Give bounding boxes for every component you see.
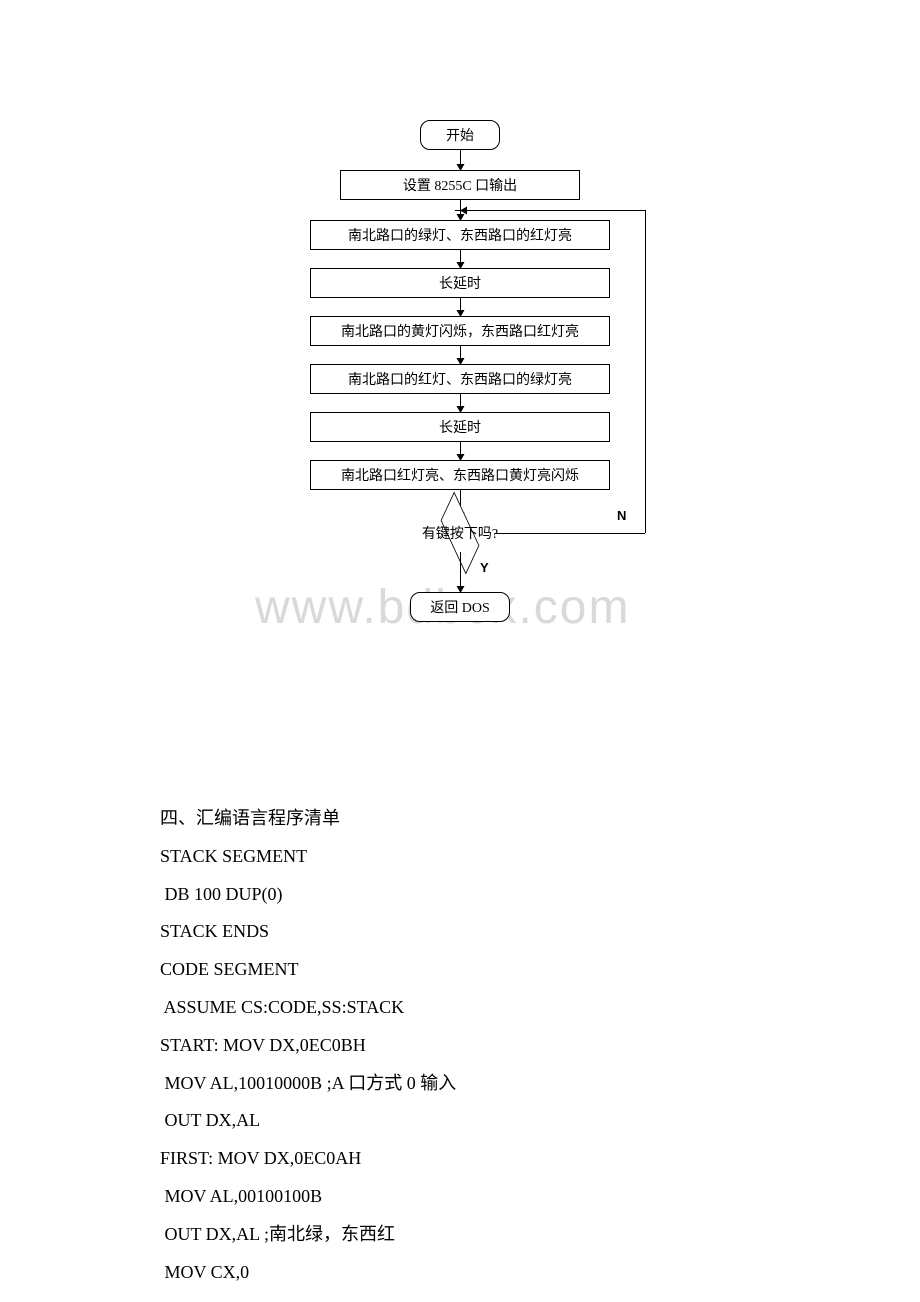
flowchart-container: 开始 设置 8255C 口输出 南北路口的绿灯、东西路口的红灯亮 长延时 南北路… — [0, 100, 920, 750]
code-line: STACK SEGMENT — [160, 838, 800, 876]
code-line: ASSUME CS:CODE,SS:STACK — [160, 989, 800, 1027]
flow-step-2-label: 南北路口的绿灯、东西路口的红灯亮 — [348, 225, 572, 245]
label-y: Y — [480, 560, 489, 575]
code-listing: 四、汇编语言程序清单 STACK SEGMENT DB 100 DUP(0) S… — [160, 800, 800, 1291]
code-line: CODE SEGMENT — [160, 951, 800, 989]
flow-step-6-label: 长延时 — [439, 417, 481, 437]
code-line: OUT DX,AL ;南北绿，东西红 — [160, 1216, 800, 1254]
flow-step-3: 长延时 — [310, 268, 610, 298]
connector — [460, 210, 645, 211]
code-line: DB 100 DUP(0) — [160, 876, 800, 914]
flow-end-label: 返回 DOS — [430, 597, 490, 617]
flow-step-7-label: 南北路口红灯亮、东西路口黄灯亮闪烁 — [341, 465, 579, 485]
code-line: MOV CX,0 — [160, 1254, 800, 1292]
flow-step-1: 设置 8255C 口输出 — [340, 170, 580, 200]
label-n: N — [617, 508, 626, 523]
flow-start: 开始 — [420, 120, 500, 150]
flow-step-1-label: 设置 8255C 口输出 — [403, 175, 517, 195]
flow-step-6: 长延时 — [310, 412, 610, 442]
flow-decision-label: 有键按下吗? — [422, 523, 498, 543]
code-line: OUT DX,AL — [160, 1102, 800, 1140]
code-line: STACK ENDS — [160, 913, 800, 951]
code-line: FIRST: MOV DX,0EC0AH — [160, 1140, 800, 1178]
flow-step-5: 南北路口的红灯、东西路口的绿灯亮 — [310, 364, 610, 394]
code-line: MOV AL,10010000B ;A 口方式 0 输入 — [160, 1065, 800, 1103]
flow-step-2: 南北路口的绿灯、东西路口的红灯亮 — [310, 220, 610, 250]
flow-step-5-label: 南北路口的红灯、东西路口的绿灯亮 — [348, 369, 572, 389]
flow-step-4: 南北路口的黄灯闪烁，东西路口红灯亮 — [310, 316, 610, 346]
connector — [645, 210, 646, 533]
flow-start-label: 开始 — [446, 125, 474, 145]
flow-step-3-label: 长延时 — [439, 273, 481, 293]
code-line: MOV AL,00100100B — [160, 1178, 800, 1216]
flow-end: 返回 DOS — [410, 592, 510, 622]
connector — [495, 533, 645, 534]
flow-step-4-label: 南北路口的黄灯闪烁，东西路口红灯亮 — [341, 321, 579, 341]
code-line: START: MOV DX,0EC0BH — [160, 1027, 800, 1065]
section-heading: 四、汇编语言程序清单 — [160, 800, 800, 838]
flow-step-7: 南北路口红灯亮、东西路口黄灯亮闪烁 — [310, 460, 610, 490]
